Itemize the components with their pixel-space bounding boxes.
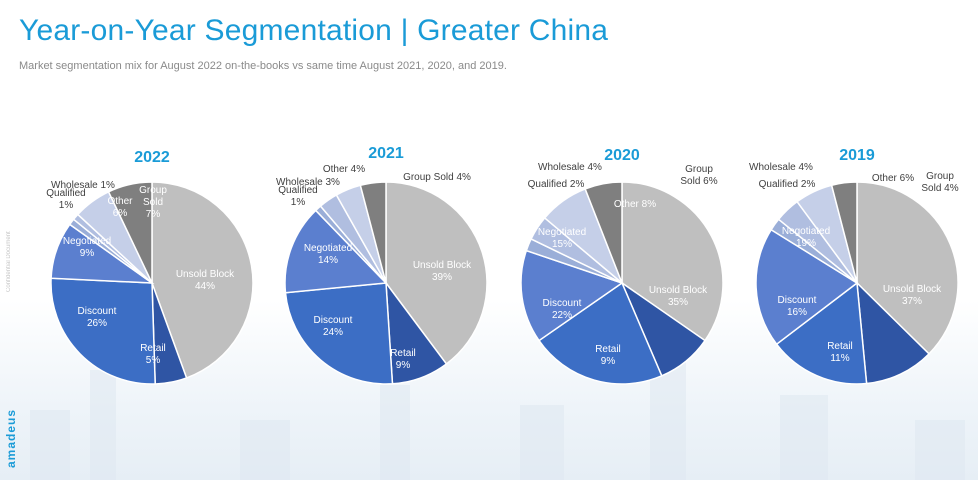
data-label-unsold-block: Unsold Block 35%	[649, 285, 708, 308]
page-subtitle: Market segmentation mix for August 2022 …	[19, 60, 507, 72]
data-label-discount: Discount 16%	[778, 295, 817, 318]
pie-slice-group-sold	[107, 181, 153, 284]
data-label-negotiated: Negotiated 14%	[304, 243, 352, 266]
pie-slice-unsold-block	[151, 181, 254, 379]
data-label-qualified: Qualified 1%	[278, 185, 317, 208]
pie-slice-discount	[775, 281, 868, 385]
data-label-negotiated: Negotiated 9%	[63, 236, 111, 259]
data-label-wholesale: Wholesale 3%	[276, 177, 340, 188]
data-label-discount: Discount 26%	[78, 306, 117, 329]
data-label-retail: Retail 11%	[827, 341, 853, 364]
data-label-negotiated: Negotiated 19%	[782, 226, 830, 249]
pie-slice-unsold-block	[621, 181, 724, 342]
pie-chart-2022: 2022 Unsold Block 44% Retail 5% Discount 26% Ne…	[46, 149, 254, 385]
pie-slice-discount	[537, 281, 663, 385]
data-label-retail: Retail 9%	[390, 348, 416, 371]
chart-title: 2022	[134, 149, 170, 166]
page-title: Year-on-Year Segmentation | Greater Chin…	[19, 14, 609, 47]
data-label-wholesale: Wholesale 4%	[749, 162, 813, 173]
pie-slice-group-sold	[584, 181, 623, 284]
pie-slice-negotiated	[520, 249, 624, 342]
data-label-retail: Retail 5%	[140, 343, 166, 366]
pie-slice-unsold-block	[856, 181, 959, 355]
pie-slice-discount	[50, 277, 156, 385]
data-label-discount: Discount 24%	[314, 315, 353, 338]
pie-slice-negotiated	[755, 228, 859, 346]
data-label-group-sold: Group Sold 6%	[680, 164, 717, 187]
pie-slice-group-sold	[830, 181, 858, 284]
chart-title: 2019	[839, 147, 875, 164]
data-label-unsold-block: Unsold Block 39%	[413, 260, 472, 283]
pie-slice-negotiated	[284, 209, 388, 294]
data-label-other: Other 6%	[872, 173, 914, 184]
data-label-wholesale: Wholesale 1%	[51, 180, 115, 191]
data-label-negotiated: Negotiated 15%	[538, 227, 586, 250]
data-label-other: Other 8%	[614, 199, 656, 210]
data-label-other: Other 6%	[107, 196, 133, 219]
data-label-group-sold: Group Sold 7%	[139, 185, 167, 220]
data-label-qualified: Qualified 2%	[759, 179, 816, 190]
pie-chart-2020: 2020 Unsold Block 35% Retail 9% Discount 22% Ne…	[520, 147, 724, 385]
data-label-qualified: Qualified 2%	[528, 179, 585, 190]
pie-slice-group-sold	[359, 181, 387, 284]
pie-slice-retail	[856, 281, 931, 385]
data-label-group-sold: Group Sold 4%	[403, 172, 471, 183]
data-label-group-sold: Group Sold 4%	[921, 171, 958, 194]
data-label-unsold-block: Unsold Block 37%	[883, 284, 942, 307]
chart-title: 2021	[368, 145, 404, 162]
pie-chart-2019: 2019 Unsold Block 37% Retail 11% Discount 16% N…	[749, 147, 959, 385]
pie-slice-unsold-block	[385, 181, 488, 365]
pie-chart-2021: 2021 Unsold Block 39% Retail 9% Discount 24% Ne…	[276, 145, 488, 385]
data-label-retail: Retail 9%	[595, 344, 621, 367]
pie-slice-discount	[284, 282, 394, 385]
data-label-discount: Discount 22%	[543, 298, 582, 321]
data-label-unsold-block: Unsold Block 44%	[176, 269, 235, 292]
chart-title: 2020	[604, 147, 640, 164]
data-label-qualified: Qualified 1%	[46, 188, 85, 211]
data-label-wholesale: Wholesale 4%	[538, 162, 602, 173]
data-label-other: Other 4%	[323, 164, 365, 175]
